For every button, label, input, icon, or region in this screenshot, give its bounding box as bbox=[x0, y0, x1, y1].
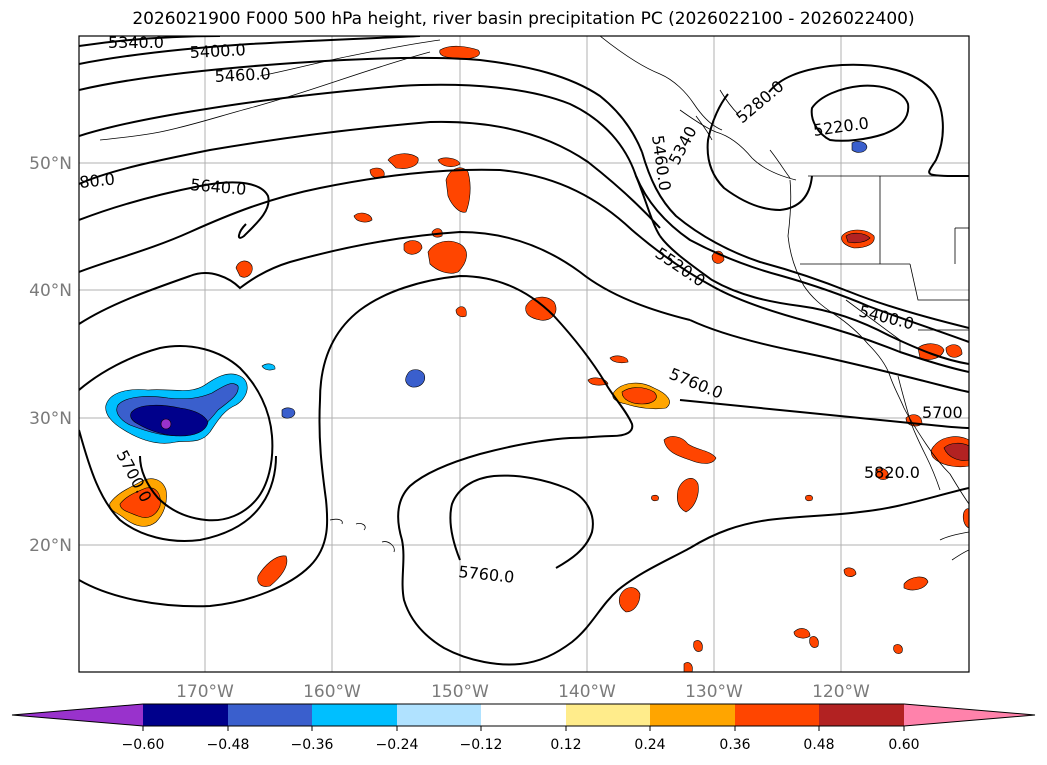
colorbar: −0.60 −0.48 −0.36 −0.24 −0.12 0.12 0.24 … bbox=[11, 703, 1036, 753]
gridlines bbox=[79, 36, 969, 672]
colorbar-tick-10: 0.60 bbox=[888, 737, 919, 753]
lon-label-170w: 170°W bbox=[176, 682, 234, 702]
colorbar-low-extend bbox=[12, 704, 143, 726]
lat-label-30: 30°N bbox=[29, 409, 72, 429]
contour-label-5340: 5340.0 bbox=[108, 33, 164, 52]
colorbar-tick-9: 0.48 bbox=[803, 737, 834, 753]
lon-label-140w: 140°W bbox=[558, 682, 616, 702]
coastlines bbox=[99, 36, 969, 561]
colorbar-tick-3: −0.36 bbox=[291, 737, 334, 753]
lat-label-40: 40°N bbox=[29, 281, 72, 301]
contour-label-5640: 5640.0 bbox=[190, 175, 247, 199]
colorbar-segment-9 bbox=[819, 704, 904, 726]
colorbar-segment-6 bbox=[566, 704, 650, 726]
colorbar-tick-7: 0.24 bbox=[634, 737, 665, 753]
lon-label-150w: 150°W bbox=[431, 682, 489, 702]
lon-label-120w: 120°W bbox=[812, 682, 870, 702]
colorbar-tick-5: −0.12 bbox=[460, 737, 503, 753]
colorbar-segment-7 bbox=[650, 704, 735, 726]
height-contours bbox=[79, 36, 969, 666]
contour-label-5460: 5460.0 bbox=[214, 64, 271, 86]
colorbar-tick-1: −0.60 bbox=[122, 737, 165, 753]
map-frame bbox=[78, 35, 970, 673]
colorbar-segment-2 bbox=[228, 704, 312, 726]
negative-region-center bbox=[405, 369, 425, 388]
colorbar-segment-8 bbox=[735, 704, 819, 726]
longitude-labels: 170°W 160°W 150°W 140°W 130°W 120°W bbox=[176, 682, 870, 702]
contour-label-80: 80.0 bbox=[78, 169, 115, 192]
colorbar-tick-2: −0.48 bbox=[207, 737, 250, 753]
lat-label-50: 50°N bbox=[29, 154, 72, 174]
lat-label-20: 20°N bbox=[29, 536, 72, 556]
contour-label-5820: 5820.0 bbox=[864, 463, 920, 482]
contour-label-5700-east: 5700 bbox=[922, 403, 963, 422]
colorbar-high-extend bbox=[904, 704, 1035, 726]
latitude-labels: 50°N 40°N 30°N 20°N bbox=[29, 154, 72, 556]
map-title: 2026021900 F000 500 hPa height, river ba… bbox=[132, 9, 915, 29]
contour-label-5400: 5400.0 bbox=[189, 40, 246, 62]
colorbar-tick-4: −0.24 bbox=[376, 737, 419, 753]
map-area: 5340.0 5400.0 5460.0 80.0 5640.0 5460.0 … bbox=[78, 33, 969, 672]
colorbar-segment-4 bbox=[397, 704, 481, 726]
colorbar-segment-3 bbox=[312, 704, 397, 726]
precip-negative-regions bbox=[105, 141, 868, 444]
colorbar-segment-5 bbox=[481, 704, 566, 726]
colorbar-segment-1 bbox=[143, 704, 228, 726]
lon-label-130w: 130°W bbox=[685, 682, 743, 702]
colorbar-tick-6: 0.12 bbox=[550, 737, 581, 753]
precip-positive-regions bbox=[109, 45, 969, 672]
colorbar-tick-8: 0.36 bbox=[719, 737, 750, 753]
lon-label-160w: 160°W bbox=[303, 682, 361, 702]
